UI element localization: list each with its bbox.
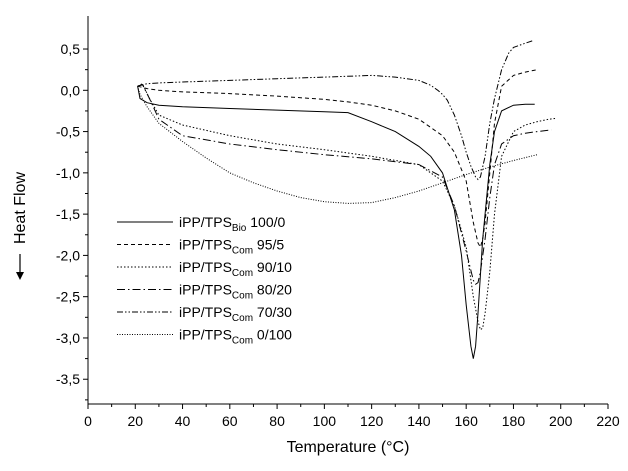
x-tick-label: 60 (222, 413, 238, 429)
legend-label: iPP/TPSCom 70/30 (179, 304, 292, 324)
x-tick-label: 180 (502, 413, 526, 429)
y-tick-label: 0,5 (61, 41, 81, 57)
legend-label: iPP/TPSCom 80/20 (179, 282, 292, 302)
x-tick-label: 80 (269, 413, 285, 429)
y-tick-label: -1,5 (56, 206, 80, 222)
legend-label: iPP/TPSCom 95/5 (179, 237, 284, 257)
x-ticks: 0 20 40 60 80 100 120 140 160 180 200 220 (84, 404, 620, 429)
y-axis-title: Heat Flow (12, 172, 29, 244)
x-tick-label: 160 (455, 413, 479, 429)
x-axis-title: Temperature (°C) (287, 439, 410, 456)
y-tick-label: -2,5 (56, 289, 80, 305)
y-tick-label: -3,0 (56, 330, 80, 346)
legend-label: iPP/TPSBio 100/0 (179, 214, 285, 234)
series-line-6 (137, 86, 538, 204)
y-tick-label: -3,5 (56, 371, 80, 387)
y-axis-title-group: Heat Flow (12, 172, 29, 280)
series-line-3 (137, 83, 557, 331)
series-line-4 (137, 83, 552, 286)
y-tick-label: -1,0 (56, 165, 80, 181)
legend-label: iPP/TPSCom 0/100 (179, 327, 292, 347)
arrow-head-icon (16, 272, 24, 280)
plot-lines (137, 40, 557, 359)
y-tick-label: 0,0 (61, 82, 81, 98)
y-tick-label: -2,0 (56, 247, 80, 263)
x-tick-label: 100 (313, 413, 337, 429)
axes (87, 16, 608, 405)
x-tick-label: 200 (549, 413, 573, 429)
x-tick-label: 0 (84, 413, 92, 429)
y-ticks: 0,5 0,0 -0,5 -1,0 -1,5 -2,0 -2,5 -3,0 -3,5 (56, 41, 88, 401)
x-tick-label: 140 (407, 413, 431, 429)
series-line-5 (137, 40, 533, 181)
x-tick-label: 220 (596, 413, 620, 429)
x-tick-label: 40 (175, 413, 191, 429)
x-tick-label: 120 (360, 413, 384, 429)
x-tick-label: 20 (127, 413, 143, 429)
legend-label: iPP/TPSCom 90/10 (179, 259, 292, 279)
y-tick-label: -0,5 (56, 124, 80, 140)
series-line-2 (137, 69, 538, 249)
